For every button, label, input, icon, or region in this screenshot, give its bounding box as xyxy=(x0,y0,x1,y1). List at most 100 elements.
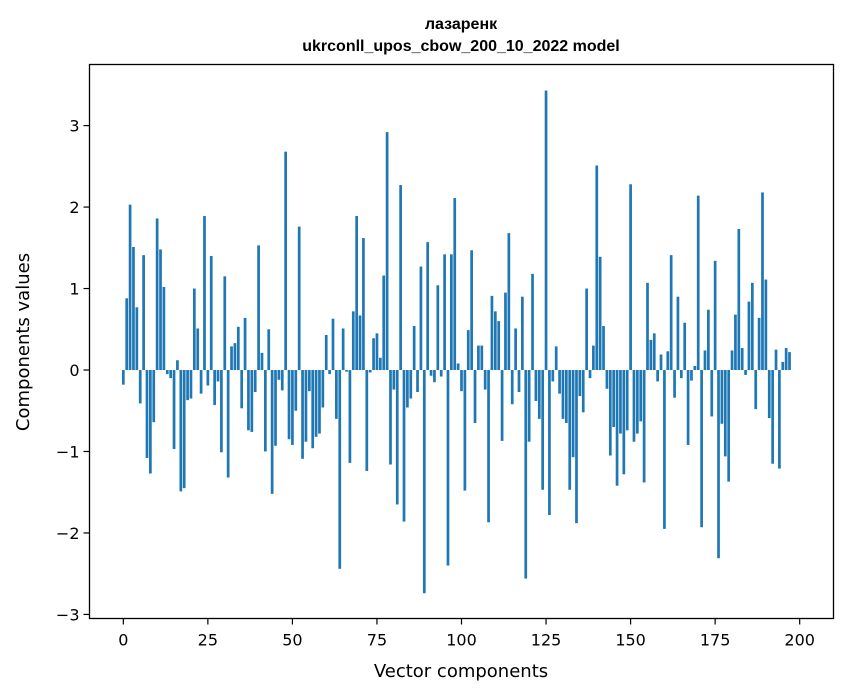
bar-181 xyxy=(734,314,737,371)
bar-76 xyxy=(378,357,382,371)
bar-196 xyxy=(784,348,788,371)
bar-188 xyxy=(757,317,761,371)
bar-97 xyxy=(450,254,453,371)
bar-147 xyxy=(619,370,622,434)
y-tick-label: 3 xyxy=(69,117,79,136)
bar-64 xyxy=(338,370,342,569)
bar-35 xyxy=(240,370,244,409)
bar-81 xyxy=(395,370,399,505)
x-tick-label: 75 xyxy=(367,631,387,650)
bar-74 xyxy=(372,338,375,371)
bar-106 xyxy=(480,345,484,371)
y-axis-label: Components values xyxy=(13,253,34,431)
bar-104 xyxy=(473,370,477,423)
bar-71 xyxy=(362,238,365,371)
bar-154 xyxy=(642,370,646,483)
bar-158 xyxy=(656,370,659,382)
bar-172 xyxy=(703,350,707,371)
bar-194 xyxy=(778,370,781,469)
bar-12 xyxy=(162,286,166,371)
bar-6 xyxy=(142,255,145,371)
bar-58 xyxy=(318,370,321,434)
bar-129 xyxy=(558,370,561,394)
bar-50 xyxy=(291,370,294,445)
bar-34 xyxy=(236,326,240,371)
bar-series xyxy=(121,90,791,594)
bar-189 xyxy=(761,192,764,371)
bar-110 xyxy=(493,311,497,371)
bar-22 xyxy=(196,328,200,371)
bar-17 xyxy=(179,370,183,492)
bar-153 xyxy=(639,370,643,422)
bar-3 xyxy=(132,246,135,371)
bar-38 xyxy=(250,370,254,432)
bar-112 xyxy=(500,370,504,441)
bar-141 xyxy=(598,256,602,371)
bar-70 xyxy=(358,315,362,371)
bar-93 xyxy=(436,285,440,371)
x-tick-label: 100 xyxy=(446,631,477,650)
bar-134 xyxy=(575,370,578,524)
bar-155 xyxy=(646,282,649,371)
bar-143 xyxy=(605,370,609,389)
bar-171 xyxy=(700,370,703,528)
bar-191 xyxy=(767,370,771,419)
y-tick-label: 0 xyxy=(69,361,79,380)
bar-185 xyxy=(747,301,751,371)
bar-23 xyxy=(199,370,203,394)
bar-169 xyxy=(693,365,697,371)
bar-139 xyxy=(592,345,595,371)
bar-28 xyxy=(216,370,220,382)
bar-138 xyxy=(588,370,592,379)
bar-108 xyxy=(487,370,490,523)
bar-26 xyxy=(209,255,213,371)
bar-18 xyxy=(182,370,186,489)
bar-16 xyxy=(176,360,179,371)
bar-8 xyxy=(149,370,152,474)
bar-137 xyxy=(585,288,588,371)
bar-59 xyxy=(321,370,325,408)
bar-133 xyxy=(571,370,575,458)
bar-55 xyxy=(307,370,311,392)
bar-29 xyxy=(220,370,223,453)
bar-176 xyxy=(717,370,720,559)
bar-36 xyxy=(243,317,247,371)
bar-168 xyxy=(690,370,693,381)
bar-179 xyxy=(727,370,731,482)
bar-54 xyxy=(304,370,308,442)
bar-103 xyxy=(470,250,473,371)
bar-14 xyxy=(169,370,173,379)
bar-45 xyxy=(274,370,277,446)
bar-65 xyxy=(341,328,345,371)
bar-25 xyxy=(206,370,210,386)
x-tick-label: 0 xyxy=(118,631,128,650)
bar-116 xyxy=(514,328,517,371)
bar-94 xyxy=(439,370,443,377)
bar-136 xyxy=(581,370,585,413)
bar-166 xyxy=(683,322,687,371)
bar-195 xyxy=(781,361,785,371)
bar-156 xyxy=(649,339,653,371)
bar-102 xyxy=(466,330,470,371)
bar-125 xyxy=(544,90,548,371)
bar-193 xyxy=(774,349,778,371)
bar-63 xyxy=(335,370,338,419)
bar-47 xyxy=(280,370,284,391)
plot-frame xyxy=(88,63,835,620)
bar-0 xyxy=(121,370,125,385)
bar-49 xyxy=(287,370,291,440)
bar-113 xyxy=(504,292,507,371)
bar-131 xyxy=(564,370,568,423)
bar-121 xyxy=(531,273,534,371)
bar-127 xyxy=(551,370,555,382)
bar-89 xyxy=(422,370,426,594)
bar-159 xyxy=(659,354,663,371)
y-tick-label: −1 xyxy=(56,442,80,461)
bar-37 xyxy=(247,370,250,431)
bar-164 xyxy=(676,296,680,371)
bar-122 xyxy=(534,370,538,401)
bar-73 xyxy=(368,370,372,373)
bar-84 xyxy=(406,370,409,408)
bar-174 xyxy=(710,370,714,417)
